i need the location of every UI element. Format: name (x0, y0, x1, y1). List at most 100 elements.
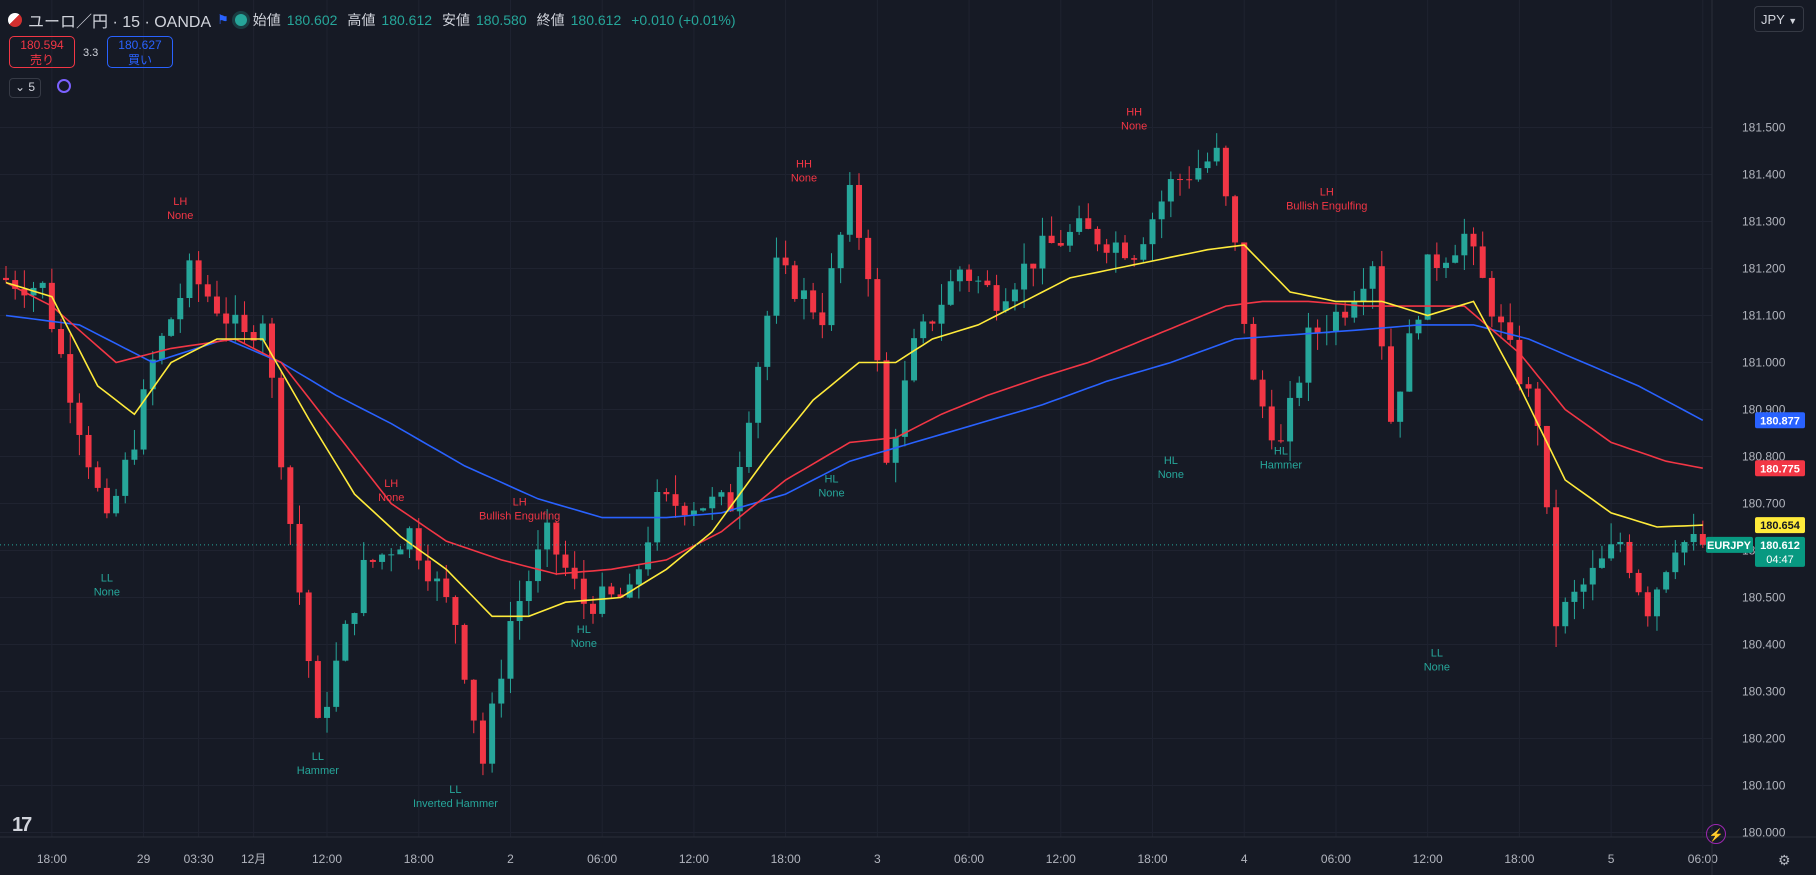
symbol-title[interactable]: ユーロ／円 · 15 · OANDA (28, 14, 212, 31)
candle-body (993, 285, 1000, 311)
x-tick-label: 12:00 (1413, 852, 1443, 866)
candle-body (975, 280, 982, 282)
candle-body (617, 594, 624, 598)
candle-body (1277, 440, 1284, 442)
candle-body (672, 494, 679, 506)
lightning-icon[interactable]: ⚡ (1706, 824, 1726, 844)
currency-value: JPY (1761, 12, 1785, 27)
y-tick-label: 181.500 (1742, 121, 1786, 135)
candle-body (828, 268, 835, 326)
symbol-tag (1706, 536, 1753, 553)
candle-body (1195, 168, 1202, 180)
candle-body (1571, 591, 1578, 602)
candle-body (232, 314, 239, 324)
candle-body (287, 467, 294, 524)
x-tick-label: 06:00 (954, 852, 984, 866)
y-tick-label: 181.200 (1742, 262, 1786, 276)
candle-body (1699, 534, 1706, 545)
candle-body (1598, 558, 1605, 568)
x-tick-label: 18:00 (1137, 852, 1167, 866)
candle-body (966, 269, 973, 281)
candle-body (645, 542, 652, 570)
chevron-down-icon: ▼ (1788, 16, 1798, 26)
sell-price: 180.594 (20, 38, 64, 52)
candle-body (149, 359, 156, 390)
candle-body (67, 354, 74, 403)
price-tag (1755, 536, 1805, 567)
candle-body (195, 260, 202, 285)
candle-body (1204, 161, 1211, 169)
candle-body (856, 184, 862, 238)
candle-body (131, 449, 138, 460)
y-tick-label: 180.100 (1742, 779, 1786, 793)
candle-body (1498, 316, 1505, 323)
candle-body (1516, 339, 1523, 385)
candle-body (599, 586, 606, 614)
candle-body (1213, 147, 1220, 162)
candle-body (305, 592, 312, 662)
candle-body (1488, 277, 1495, 317)
candle-body (342, 623, 349, 661)
candle-body (938, 304, 945, 324)
candle-body (1653, 589, 1660, 617)
candle-body (1167, 179, 1174, 202)
candle-body (1112, 242, 1119, 253)
candle-body (443, 578, 450, 598)
candle-body (1351, 301, 1358, 318)
buy-button[interactable]: 180.627 買い (107, 36, 173, 68)
candle-body (12, 280, 19, 289)
candle-body (663, 492, 670, 495)
candle-body (113, 495, 120, 514)
y-tick-label: 180.000 (1742, 826, 1786, 840)
candle-body (1644, 592, 1651, 617)
swing-label: LL (449, 784, 461, 796)
x-tick-label: 18:00 (37, 852, 67, 866)
candle-body (424, 560, 431, 582)
sell-button[interactable]: 180.594 売り (9, 36, 75, 68)
x-tick-label: 12月 (241, 852, 266, 866)
candle-body (324, 706, 331, 718)
candle-body (1076, 218, 1083, 232)
close-value: 180.612 (570, 12, 622, 28)
pattern-label: None (791, 172, 817, 184)
tradingview-logo-icon[interactable]: 17 (12, 814, 32, 836)
candle-body (1296, 382, 1303, 398)
candle-body (489, 703, 496, 764)
gear-icon[interactable]: ⚙ (1778, 852, 1791, 868)
flag-icon[interactable]: ⚑ (217, 12, 229, 27)
candle-body (608, 586, 615, 595)
sma-fast-line (5, 244, 1703, 618)
candle-body (1222, 147, 1229, 197)
indicators-toggle-button[interactable]: ⌄ 5 (9, 78, 41, 98)
candle-body (901, 380, 908, 437)
candle-body (360, 559, 367, 614)
candle-body (1626, 541, 1633, 573)
candle-body (700, 508, 707, 511)
candle-body (1131, 258, 1138, 260)
candle-body (1369, 266, 1376, 289)
candle-body (1002, 301, 1009, 311)
candle-body (1360, 288, 1367, 302)
candle-body (562, 554, 569, 568)
swing-label: HH (796, 158, 812, 170)
pattern-label: None (1424, 662, 1450, 674)
candle-body (727, 492, 734, 512)
currency-select[interactable]: JPY ▼ (1754, 6, 1804, 32)
x-tick-label: 29 (137, 852, 151, 866)
candle-body (1332, 311, 1339, 332)
sync-icon[interactable] (57, 79, 71, 93)
swing-label: LL (1431, 648, 1443, 660)
candle-body (122, 459, 129, 496)
x-tick-label: 18:00 (404, 852, 434, 866)
chevron-down-icon: ⌄ (14, 80, 26, 94)
candle-body (764, 315, 771, 367)
candle-body (58, 329, 65, 355)
candle-body (534, 549, 541, 582)
candle-body (76, 402, 83, 435)
live-status-icon (234, 14, 247, 26)
candle-body (498, 678, 505, 704)
x-tick-label: 2 (507, 852, 514, 866)
candle-body (553, 522, 560, 555)
candle-body (810, 290, 817, 313)
